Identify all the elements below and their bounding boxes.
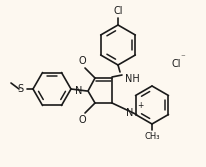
Text: O: O bbox=[78, 56, 86, 66]
Text: S: S bbox=[17, 84, 23, 94]
Text: O: O bbox=[78, 115, 86, 125]
Text: ⁻: ⁻ bbox=[180, 53, 185, 62]
Text: NH: NH bbox=[125, 74, 140, 84]
Text: +: + bbox=[138, 102, 144, 111]
Text: CH₃: CH₃ bbox=[144, 132, 160, 141]
Text: Cl: Cl bbox=[113, 6, 123, 16]
Text: Cl: Cl bbox=[172, 59, 181, 69]
Text: N: N bbox=[126, 109, 133, 119]
Text: N: N bbox=[75, 86, 82, 96]
